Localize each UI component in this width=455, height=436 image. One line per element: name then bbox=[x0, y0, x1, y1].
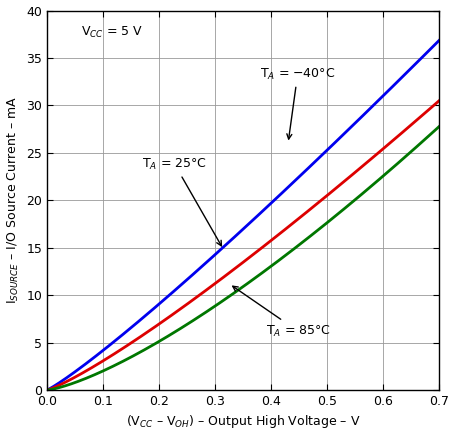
Text: T$_A$ = 85°C: T$_A$ = 85°C bbox=[233, 286, 330, 339]
Text: V$_{CC}$ = 5 V: V$_{CC}$ = 5 V bbox=[81, 25, 142, 40]
Text: T$_A$ = −40°C: T$_A$ = −40°C bbox=[260, 67, 335, 139]
Y-axis label: I$_{SOURCE}$ – I/O Source Current – mA: I$_{SOURCE}$ – I/O Source Current – mA bbox=[5, 96, 20, 304]
X-axis label: (V$_{CC}$ – V$_{OH}$) – Output High Voltage – V: (V$_{CC}$ – V$_{OH}$) – Output High Volt… bbox=[126, 413, 360, 430]
Text: T$_A$ = 25°C: T$_A$ = 25°C bbox=[142, 157, 222, 246]
